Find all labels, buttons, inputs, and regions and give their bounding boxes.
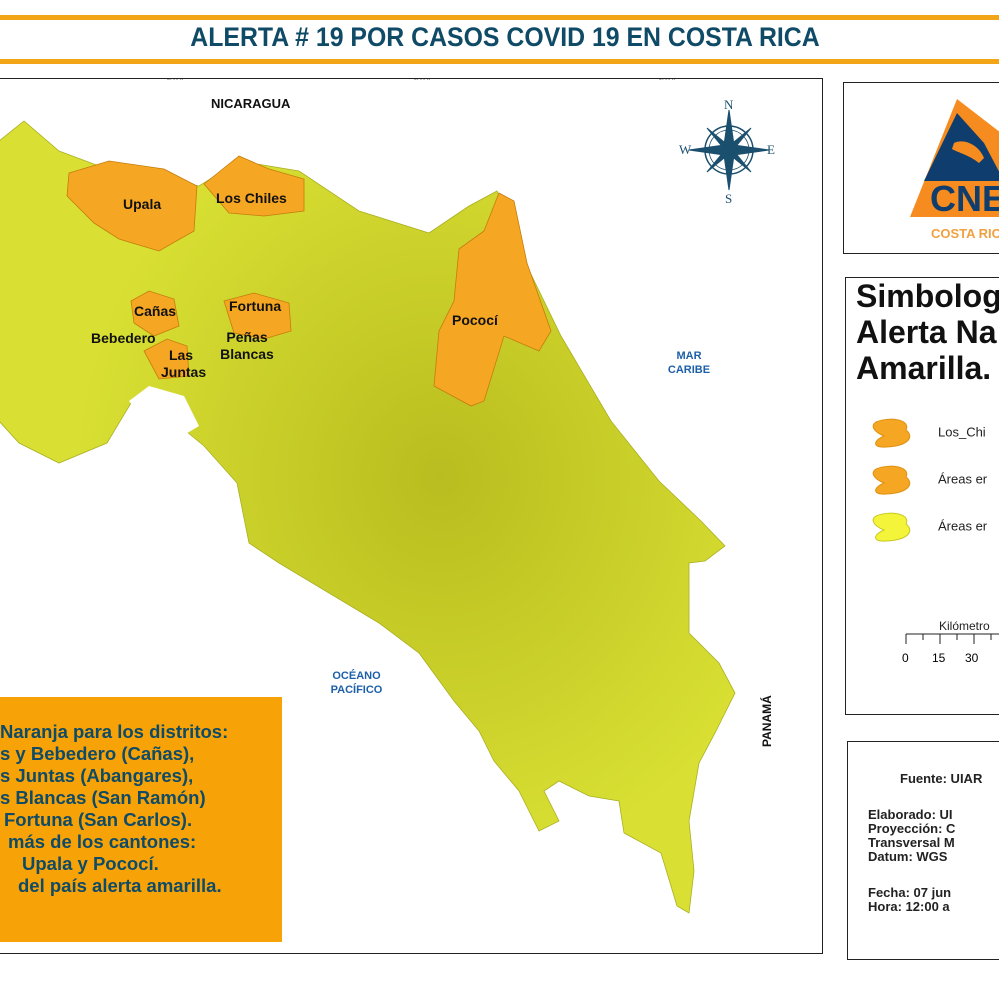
info-proyeccion: Proyección: C bbox=[868, 821, 956, 836]
compass-rose: N S W E bbox=[679, 97, 779, 207]
label-pococi: Pococí bbox=[452, 312, 498, 328]
info-datum: Datum: WGS bbox=[868, 849, 948, 864]
label-fortuna: Fortuna bbox=[229, 298, 282, 314]
costa-rica-map bbox=[0, 120, 736, 914]
gulf-nicoya bbox=[129, 386, 199, 441]
label-pacific: OCÉANO PACÍFICO bbox=[330, 670, 383, 696]
legend-title: Simbolog Alerta Na Amarilla. bbox=[856, 278, 999, 386]
label-panama: PANAMÁ bbox=[760, 695, 774, 747]
info-panel: Fuente: UIAR Elaborado: UI Proyección: C… bbox=[847, 741, 999, 960]
logo-text: CNE bbox=[930, 178, 999, 219]
compass-s: S bbox=[725, 191, 733, 206]
alert-note-box: Naranja para los distritos: s y Bebedero… bbox=[0, 697, 282, 942]
label-los-chiles: Los Chiles bbox=[216, 190, 287, 206]
yellow-swatch-icon bbox=[872, 512, 911, 542]
label-las-juntas: Las Juntas bbox=[161, 347, 207, 380]
info-transversal: Transversal M bbox=[868, 835, 955, 850]
label-bebedero: Bebedero bbox=[91, 330, 156, 346]
info-elaborado: Elaborado: UI bbox=[868, 807, 953, 822]
scale-ticks bbox=[905, 633, 999, 644]
scale-unit: Kilómetro bbox=[939, 619, 990, 633]
legend-title-line: Simbolog bbox=[856, 278, 999, 314]
scale-tick-label: 30 bbox=[965, 651, 979, 665]
legend-item-label: Los_Chi bbox=[938, 424, 986, 440]
orange-swatch-icon bbox=[872, 465, 911, 495]
region-los-chiles bbox=[203, 155, 305, 217]
note-line: Naranja para los distritos: bbox=[0, 721, 229, 742]
label-nicaragua: NICARAGUA bbox=[211, 96, 291, 111]
region-fortuna-penas bbox=[223, 292, 292, 340]
note-line: más de los cantones: bbox=[8, 831, 197, 852]
legend-panel: Simbolog Alerta Na Amarilla. Los_Chi Áre… bbox=[845, 277, 999, 715]
logo-panel: CNE COSTA RICA bbox=[843, 82, 999, 254]
label-canas: Cañas bbox=[134, 303, 177, 319]
legend-item: Áreas er bbox=[866, 510, 987, 544]
top-accent-bar bbox=[0, 15, 999, 20]
cne-logo: CNE COSTA RICA bbox=[910, 99, 999, 241]
logo-subtext: COSTA RICA bbox=[931, 226, 999, 241]
label-upala: Upala bbox=[123, 196, 162, 212]
scale-tick-label: 0 bbox=[902, 651, 909, 665]
bottom-accent-bar bbox=[0, 59, 999, 64]
info-fuente: Fuente: UIAR bbox=[900, 771, 983, 786]
compass-n: N bbox=[724, 97, 734, 112]
legend-item: Los_Chi bbox=[866, 416, 986, 450]
note-line: s y Bebedero (Cañas), bbox=[0, 743, 195, 764]
info-hora: Hora: 12:00 a bbox=[868, 899, 950, 914]
country-land bbox=[0, 120, 736, 914]
note-line: Fortuna (San Carlos). bbox=[4, 809, 193, 830]
legend-item: Áreas er bbox=[866, 463, 987, 497]
compass-icon bbox=[688, 109, 770, 191]
legend-item-label: Áreas er bbox=[938, 471, 988, 487]
note-line: del país alerta amarilla. bbox=[18, 875, 222, 896]
scale-tick-label: 15 bbox=[932, 651, 946, 665]
note-line: Upala y Pococí. bbox=[22, 853, 159, 874]
compass-e: E bbox=[767, 142, 775, 157]
legend-title-line: Amarilla. bbox=[856, 350, 992, 386]
region-canas bbox=[130, 290, 180, 337]
region-las-juntas bbox=[143, 338, 190, 380]
label-penas-blancas: Peñas Blancas bbox=[220, 329, 274, 362]
map-title: ALERTA # 19 POR CASOS COVID 19 EN COSTA … bbox=[190, 22, 820, 52]
region-pococi bbox=[433, 192, 552, 407]
compass-w: W bbox=[679, 142, 692, 157]
legend-title-line: Alerta Na bbox=[856, 314, 997, 350]
region-upala bbox=[66, 160, 198, 252]
label-caribbean: MAR CARIBE bbox=[667, 350, 711, 376]
legend-item-label: Áreas er bbox=[938, 518, 988, 534]
orange-swatch-icon bbox=[872, 418, 911, 448]
info-fecha: Fecha: 07 jun bbox=[868, 885, 952, 900]
note-line: s Juntas (Abangares), bbox=[0, 765, 194, 786]
note-line: s Blancas (San Ramón) bbox=[0, 787, 206, 808]
